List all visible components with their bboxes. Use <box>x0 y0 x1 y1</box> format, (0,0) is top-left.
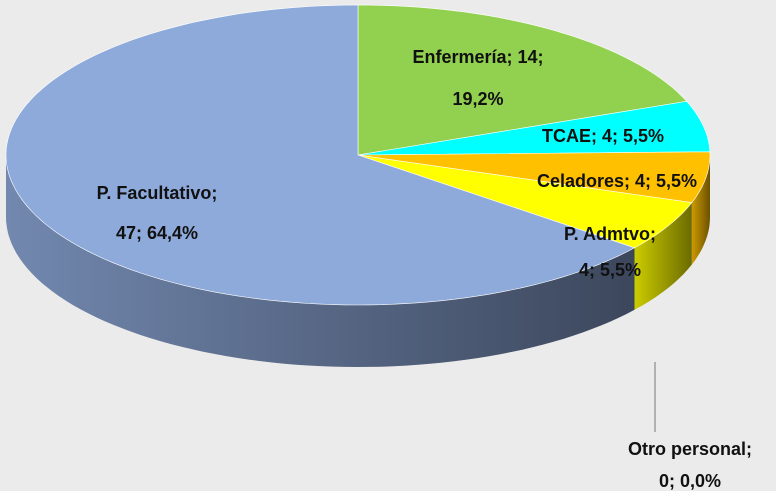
data-label-line: 4; 5,5% <box>579 260 641 280</box>
data-label-line: P. Admtvo; <box>564 224 656 244</box>
data-label: P. Facultativo; 47; 64,4% <box>97 183 218 243</box>
slice <box>357 100 711 156</box>
slice <box>5 4 636 306</box>
slice <box>357 151 711 203</box>
data-label-line: Otro personal; <box>628 439 752 459</box>
slice <box>357 4 688 156</box>
slice-side <box>634 202 692 310</box>
data-label-line: 47; 64,4% <box>116 223 198 243</box>
slice-side <box>6 155 635 367</box>
data-label: Otro personal; 0; 0,0% <box>628 439 752 491</box>
data-label-line: Celadores; 4; 5,5% <box>537 171 697 191</box>
data-label-line: 19,2% <box>452 89 503 109</box>
data-label-line: TCAE; 4; 5,5% <box>542 126 664 146</box>
slice-side <box>691 155 710 265</box>
slice <box>357 154 693 249</box>
data-label-line: 0; 0,0% <box>659 471 721 491</box>
data-label: Celadores; 4; 5,5% <box>537 171 697 191</box>
data-label-line: P. Facultativo; <box>97 183 218 203</box>
data-label-line: Enfermería; 14; <box>412 47 543 67</box>
data-label: P. Admtvo; 4; 5,5% <box>564 224 656 280</box>
data-label: TCAE; 4; 5,5% <box>542 126 664 146</box>
data-label: Enfermería; 14; 19,2% <box>412 47 543 109</box>
